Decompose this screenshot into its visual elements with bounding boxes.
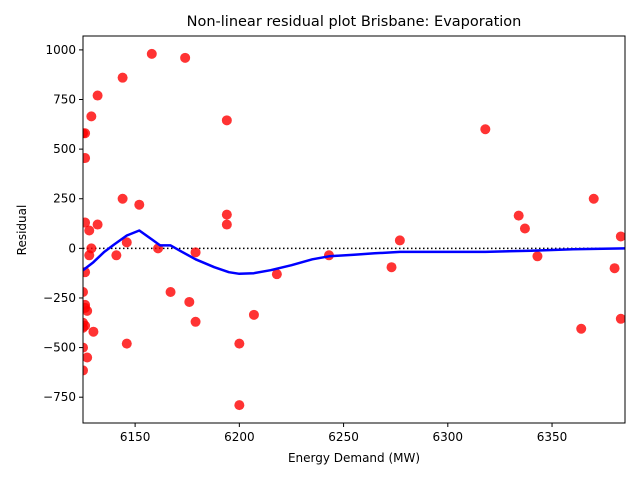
x-tick-label: 6200 bbox=[224, 430, 255, 444]
residual-point bbox=[180, 52, 191, 63]
residual-point bbox=[83, 342, 88, 353]
x-tick-label: 6150 bbox=[120, 430, 151, 444]
residual-point bbox=[190, 316, 201, 327]
data-layer bbox=[83, 48, 625, 411]
residual-point bbox=[271, 269, 282, 280]
y-tick-label: 500 bbox=[53, 142, 76, 156]
residual-point bbox=[221, 209, 232, 220]
residual-point bbox=[513, 210, 524, 221]
residual-point bbox=[386, 262, 397, 273]
y-tick-label: −500 bbox=[43, 341, 76, 355]
residual-point bbox=[117, 72, 128, 83]
y-tick-label: −750 bbox=[43, 390, 76, 404]
y-tick-label: 0 bbox=[68, 241, 76, 255]
residual-point bbox=[146, 48, 157, 59]
residual-point bbox=[117, 193, 128, 204]
residual-point bbox=[134, 199, 145, 210]
residual-point bbox=[83, 305, 93, 316]
residual-point bbox=[519, 223, 530, 234]
residual-point bbox=[576, 323, 587, 334]
y-tick-label: 750 bbox=[53, 93, 76, 107]
residual-point bbox=[609, 263, 620, 274]
residual-point bbox=[86, 111, 97, 122]
y-tick-label: 1000 bbox=[45, 43, 76, 57]
residual-point bbox=[84, 225, 95, 236]
residual-point bbox=[234, 338, 245, 349]
residual-point bbox=[190, 247, 201, 258]
residual-point bbox=[221, 219, 232, 230]
residual-point bbox=[480, 124, 491, 135]
residual-point bbox=[184, 296, 195, 307]
residual-point bbox=[92, 90, 103, 101]
y-tick-label: 250 bbox=[53, 192, 76, 206]
x-tick-label: 6300 bbox=[433, 430, 464, 444]
residual-point bbox=[83, 153, 91, 164]
y-axis-label: Residual bbox=[15, 205, 29, 256]
y-tick-label: −250 bbox=[43, 291, 76, 305]
residual-point bbox=[121, 237, 132, 248]
residual-point bbox=[83, 320, 91, 331]
residual-point bbox=[588, 193, 599, 204]
residual-point bbox=[83, 365, 88, 376]
smoothed-trend-line bbox=[83, 229, 625, 276]
residual-point bbox=[221, 115, 232, 126]
residual-point bbox=[88, 326, 99, 337]
residual-point bbox=[615, 313, 625, 324]
x-axis-label: Energy Demand (MW) bbox=[288, 451, 420, 465]
x-tick-label: 6350 bbox=[537, 430, 568, 444]
residual-point bbox=[83, 217, 91, 228]
residual-point bbox=[394, 235, 405, 246]
residual-point bbox=[111, 250, 122, 261]
residual-point bbox=[165, 287, 176, 298]
plot-frame bbox=[82, 35, 626, 424]
chart-title: Non-linear residual plot Brisbane: Evapo… bbox=[187, 14, 522, 30]
residual-point bbox=[532, 251, 543, 262]
residual-point bbox=[615, 231, 625, 242]
plot-area: 6150 6200 6250 6300 6350 −750 −500 −250 0 250 500 7… bbox=[43, 35, 626, 444]
residual-point bbox=[83, 352, 93, 363]
residual-point bbox=[121, 338, 132, 349]
x-tick-label: 6250 bbox=[328, 430, 359, 444]
residual-point bbox=[83, 128, 91, 139]
residual-point bbox=[83, 287, 88, 298]
residual-point bbox=[248, 309, 259, 320]
residual-point bbox=[92, 219, 103, 230]
residual-point bbox=[86, 243, 97, 254]
residual-point bbox=[234, 400, 245, 411]
